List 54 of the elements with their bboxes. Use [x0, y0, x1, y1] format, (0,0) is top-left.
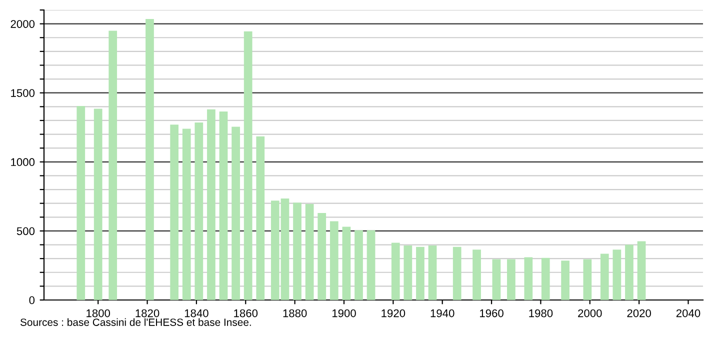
x-tick-label: 1960 [480, 309, 504, 318]
bar [561, 260, 570, 300]
bar [244, 31, 252, 300]
x-tick-label: 1840 [184, 309, 208, 318]
bar [108, 30, 118, 300]
x-tick-label: 2000 [578, 309, 602, 318]
bar [76, 106, 86, 300]
bar [452, 246, 462, 300]
bar [146, 18, 154, 300]
bar [170, 124, 179, 300]
bar [612, 250, 622, 300]
bar [492, 259, 501, 300]
y-tick-label: 1000 [11, 158, 35, 166]
bar [342, 226, 351, 300]
bar [219, 112, 228, 300]
bar [583, 259, 592, 300]
bar [404, 245, 412, 300]
bar [524, 257, 533, 300]
y-tick-label: 2000 [10, 20, 35, 28]
bar [318, 213, 326, 300]
bar [293, 202, 302, 300]
bar [354, 230, 363, 300]
bar [305, 204, 314, 300]
bar [391, 242, 400, 300]
x-tick-label: 1860 [234, 309, 258, 318]
bar [428, 245, 437, 300]
x-tick-label: 2040 [676, 309, 700, 318]
x-tick-label: 1980 [529, 309, 553, 318]
x-tick-label: 1880 [283, 309, 307, 318]
bar [637, 241, 646, 300]
bar [600, 254, 609, 300]
bar [256, 136, 265, 300]
bar [182, 128, 191, 300]
bar [330, 221, 338, 300]
x-tick-label: 1920 [382, 309, 406, 318]
bar [625, 244, 634, 300]
y-tick-label: 1500 [11, 89, 35, 97]
bar [416, 246, 424, 300]
bar [541, 258, 550, 300]
x-tick-label: 1940 [430, 309, 454, 318]
bar [232, 126, 240, 300]
source-note: Sources : base Cassini de l'EHESS et base Insee. [20, 318, 251, 326]
bar [366, 230, 376, 300]
x-tick-label: 1800 [86, 309, 110, 318]
x-tick-label: 1820 [136, 309, 160, 318]
bar [94, 108, 102, 300]
bar [207, 109, 216, 300]
bar [194, 122, 204, 300]
y-tick-label: 500 [16, 227, 35, 236]
x-tick-label: 1900 [332, 309, 356, 318]
x-tick-label: 2020 [627, 309, 651, 318]
y-tick-label: 0 [29, 296, 35, 304]
bar [507, 259, 516, 300]
bar [472, 250, 481, 300]
